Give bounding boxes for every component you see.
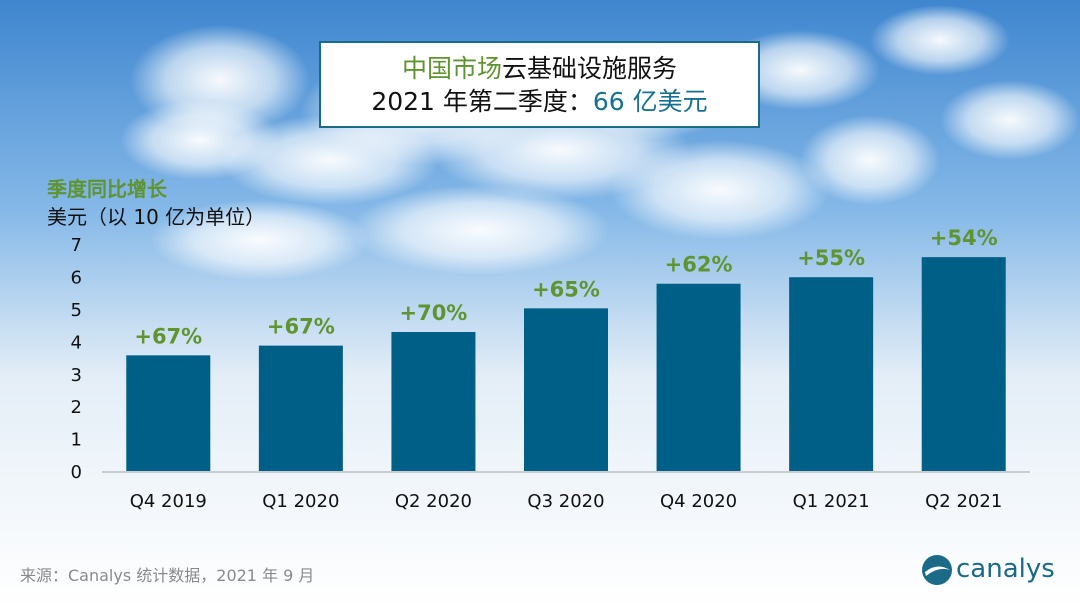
y-tick-label: 5: [71, 300, 82, 321]
bars: [126, 257, 1006, 471]
y-axis-caption-growth: 季度同比增长: [47, 177, 167, 201]
y-axis: 0 1 2 3 4 5 6 7: [71, 235, 82, 483]
bar: [391, 332, 476, 471]
canalys-logo: canalys: [920, 553, 1065, 587]
y-tick-label: 4: [71, 332, 82, 353]
chart-title: 中国市场云基础设施服务: [321, 54, 758, 84]
y-tick-label: 2: [71, 397, 82, 418]
y-tick-label: 3: [71, 365, 82, 386]
growth-data-label: +62%: [665, 253, 733, 277]
logo-text: canalys: [956, 554, 1055, 584]
growth-data-label: +54%: [930, 226, 998, 250]
chart-subtitle: 2021 年第二季度：66 亿美元: [321, 87, 758, 117]
bar: [524, 308, 608, 471]
y-tick-label: 7: [71, 235, 82, 256]
x-tick-label: Q2 2020: [395, 491, 472, 512]
bar: [789, 277, 874, 471]
bar: [656, 283, 741, 471]
source-note: 来源：Canalys 统计数据，2021 年 9 月: [20, 566, 315, 585]
bar: [258, 345, 343, 471]
data-labels: +67% +67% +70% +65% +62% +55% +54%: [134, 226, 997, 348]
title-highlight: 中国市场: [401, 54, 502, 83]
x-tick-label: Q1 2020: [262, 491, 339, 512]
title-rest: 云基础设施服务: [502, 54, 678, 83]
bar: [921, 257, 1006, 471]
growth-data-label: +67%: [267, 315, 335, 339]
growth-data-label: +55%: [797, 246, 865, 270]
x-axis: Q4 2019 Q1 2020 Q2 2020 Q3 2020 Q4 2020 Q1 20…: [102, 471, 1030, 512]
chart-title-box: 中国市场云基础设施服务 2021 年第二季度：66 亿美元: [319, 41, 760, 128]
canalys-logo-icon: [922, 555, 952, 585]
y-tick-label: 1: [71, 430, 82, 451]
growth-data-label: +70%: [399, 301, 467, 325]
growth-data-label: +65%: [532, 277, 600, 301]
y-axis-caption-unit: 美元（以 10 亿为单位）: [47, 205, 266, 229]
bar: [126, 355, 211, 471]
x-tick-label: Q4 2019: [130, 491, 207, 512]
y-tick-label: 0: [71, 462, 82, 483]
x-tick-label: Q2 2021: [925, 491, 1002, 512]
x-tick-label: Q1 2021: [793, 491, 870, 512]
x-tick-label: Q3 2020: [527, 491, 604, 512]
y-tick-label: 6: [71, 268, 82, 289]
subtitle-prefix: 2021 年第二季度：: [371, 87, 593, 116]
x-tick-label: Q4 2020: [660, 491, 737, 512]
subtitle-value: 66 亿美元: [592, 87, 708, 116]
growth-data-label: +67%: [134, 324, 202, 348]
